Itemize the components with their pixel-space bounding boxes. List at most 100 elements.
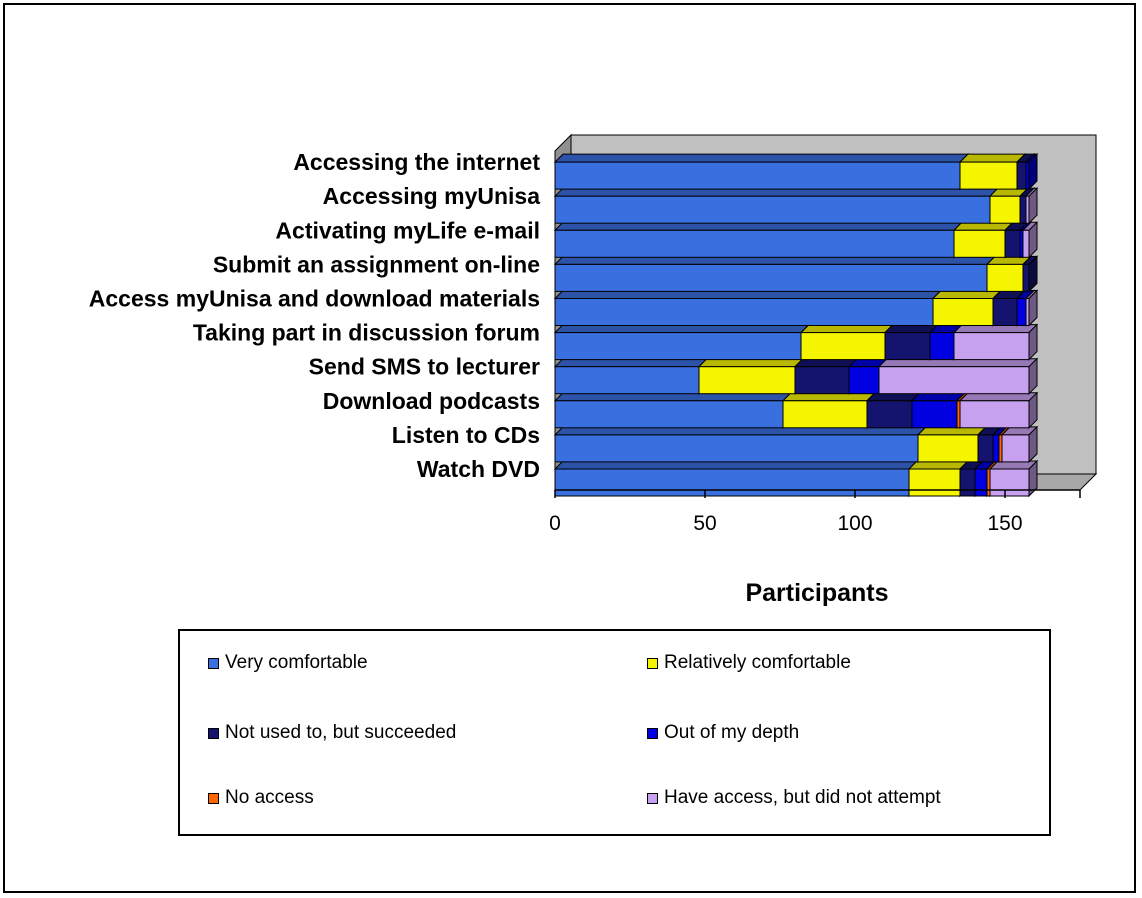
bar-segment: [554, 434, 919, 463]
bar-segment: [977, 434, 994, 463]
bar-segment: [884, 332, 931, 361]
category-label: Accessing the internet: [293, 149, 540, 175]
legend-label: Have access, but did not attempt: [664, 787, 941, 808]
bar-segment: [800, 332, 886, 361]
category-labels: Accessing the internet Accessing myUnisa A…: [89, 149, 541, 482]
bar-segment: [953, 332, 1030, 361]
legend-swatch: [208, 727, 219, 739]
legend-item-no-access: No access: [208, 787, 314, 809]
legend-label: Very comfortable: [225, 652, 368, 673]
bar-segment: [554, 161, 961, 190]
bar-segment: [794, 366, 850, 395]
category-label: Watch DVD: [417, 456, 540, 482]
category-label: Activating myLife e-mail: [275, 217, 540, 243]
bar-side-face: [1028, 255, 1038, 293]
bar-segment: [554, 263, 988, 292]
bar-segment: [554, 332, 802, 361]
bar-segment: [974, 468, 988, 497]
legend-swatch: [208, 657, 219, 669]
legend-item-not-used-to: Not used to, but succeeded: [208, 722, 456, 744]
category-label: Download podcasts: [323, 388, 540, 414]
bar-side-face: [1028, 357, 1038, 395]
bar-group: [553, 357, 1039, 395]
bar-side-face: [1028, 186, 1038, 225]
x-axis-title: Participants: [745, 579, 888, 607]
bar-segment: [911, 400, 958, 429]
bar-group: [553, 459, 1039, 498]
legend-label: No access: [225, 787, 314, 808]
category-label: Access myUnisa and download materials: [89, 286, 540, 312]
bar-segment: [1001, 434, 1030, 463]
bar-segment: [554, 229, 955, 258]
legend-item-very-comfortable: Very comfortable: [208, 652, 368, 674]
x-tick-label: 100: [837, 512, 872, 535]
bar-segment: [989, 468, 1030, 497]
bar-side-face: [1028, 391, 1038, 430]
x-axis: 0 50 100 150: [549, 489, 1081, 535]
bar-side-face: [1028, 323, 1038, 361]
bars-group: [553, 152, 1039, 498]
bar-segment: [992, 434, 1000, 463]
bar-segment: [782, 400, 868, 429]
bar-segment: [959, 400, 1030, 429]
legend-item-relatively-comfortable: Relatively comfortable: [647, 652, 851, 674]
legend-swatch: [647, 792, 658, 804]
bar-segment: [1022, 263, 1030, 292]
bar-segment: [953, 229, 1006, 258]
bar-segment: [698, 366, 796, 395]
bar-side-face: [1028, 459, 1038, 498]
bar-segment: [554, 195, 991, 224]
bar-group: [553, 152, 1039, 191]
bar-group: [553, 323, 1039, 361]
legend-swatch: [647, 657, 658, 669]
bar-side-face: [1028, 425, 1038, 464]
bar-group: [553, 425, 1039, 464]
bar-group: [553, 221, 1039, 259]
legend-label: Relatively comfortable: [664, 652, 851, 673]
bar-segment: [1019, 195, 1027, 224]
category-label: Send SMS to lecturer: [309, 354, 540, 380]
bar-top-face: [553, 153, 970, 163]
bar-segment: [986, 263, 1024, 292]
bar-segment: [908, 468, 961, 497]
legend: Very comfortable Relatively comfortable …: [178, 629, 1051, 836]
bar-segment: [917, 434, 979, 463]
bar-segment: [959, 468, 976, 497]
bar-segment: [932, 298, 994, 326]
bar-segment: [554, 366, 700, 395]
bar-segment: [1004, 229, 1021, 258]
legend-label: Out of my depth: [664, 722, 800, 743]
category-label: Accessing myUnisa: [323, 183, 541, 209]
bar-group: [553, 255, 1039, 293]
legend-swatch: [647, 727, 658, 739]
bar-segment: [866, 400, 913, 429]
legend-item-out-of-depth: Out of my depth: [647, 722, 799, 744]
bar-segment: [554, 468, 910, 497]
legend-label: Not used to, but succeeded: [225, 722, 457, 743]
bar-group: [553, 186, 1039, 225]
legend-item-did-not-attempt: Have access, but did not attempt: [647, 787, 941, 809]
category-label: Taking part in discussion forum: [193, 320, 540, 346]
x-tick-label: 0: [549, 512, 561, 535]
category-label: Submit an assignment on-line: [213, 251, 540, 277]
x-tick-label: 150: [987, 512, 1022, 535]
bar-segment: [989, 195, 1021, 224]
bar-side-face: [1028, 221, 1038, 259]
bar-segment: [1016, 161, 1027, 190]
bar-segment: [878, 366, 1030, 395]
x-tick-label: 50: [693, 512, 716, 535]
bar-side-face: [1028, 152, 1038, 191]
bar-segment: [554, 400, 784, 429]
bar-segment: [929, 332, 955, 361]
bar-segment: [959, 161, 1018, 190]
bar-group: [553, 289, 1039, 327]
bar-top-face: [958, 153, 1027, 163]
bar-segment: [992, 298, 1018, 326]
legend-swatch: [208, 792, 219, 804]
bar-segment: [554, 298, 934, 326]
bar-segment: [1016, 298, 1027, 326]
bar-segment: [848, 366, 880, 395]
bar-segment: [1022, 229, 1030, 258]
category-label: Listen to CDs: [392, 422, 540, 448]
